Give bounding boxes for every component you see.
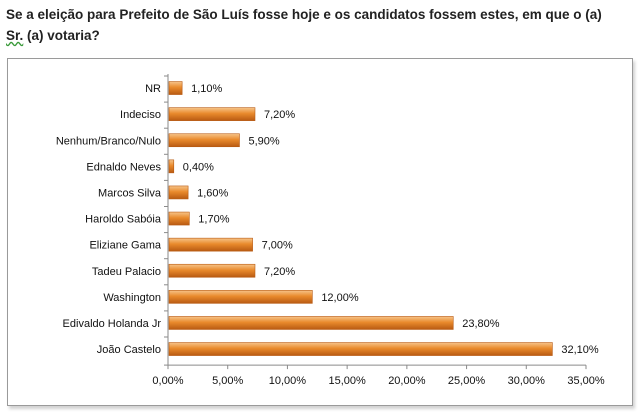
bar <box>168 133 240 148</box>
value-label: 12,00% <box>321 292 359 304</box>
bar <box>168 290 313 304</box>
value-label: 1,10% <box>191 83 222 95</box>
x-tick-label: 25,00% <box>448 375 486 387</box>
category-label: Indeciso <box>120 109 161 121</box>
category-label: João Castelo <box>97 344 161 356</box>
bar <box>168 237 253 252</box>
category-label: NR <box>145 83 161 95</box>
value-label: 5,90% <box>248 135 279 147</box>
value-label: 0,40% <box>183 161 214 173</box>
x-tick-label: 35,00% <box>567 375 605 387</box>
bar <box>168 316 454 330</box>
bar <box>168 81 183 95</box>
bar <box>168 159 175 174</box>
value-label: 1,60% <box>197 187 228 199</box>
category-label: Marcos Silva <box>98 187 162 199</box>
x-tick-label: 20,00% <box>388 375 426 387</box>
x-tick-label: 10,00% <box>269 375 307 387</box>
bar <box>168 185 189 200</box>
value-label: 7,00% <box>262 240 293 252</box>
bar <box>168 263 256 278</box>
category-label: Tadeu Palacio <box>92 266 161 278</box>
bar <box>168 211 190 226</box>
category-label: Ednaldo Neves <box>86 161 161 173</box>
value-label: 7,20% <box>264 109 295 121</box>
x-tick-label: 0,00% <box>152 375 183 387</box>
value-label: 7,20% <box>264 266 295 278</box>
value-label: 32,10% <box>561 344 599 356</box>
value-label: 23,80% <box>462 318 500 330</box>
question-sr-word: Sr. <box>6 28 24 43</box>
question-line-1: Se a eleição para Prefeito de São Luís f… <box>6 7 602 22</box>
x-tick-label: 15,00% <box>328 375 366 387</box>
x-tick-label: 5,00% <box>212 375 243 387</box>
question-text: Se a eleição para Prefeito de São Luís f… <box>6 4 634 46</box>
category-label: Nenhum/Branco/Nulo <box>56 135 161 147</box>
category-label: Haroldo Sabóia <box>85 214 162 226</box>
bar <box>168 342 553 356</box>
category-label: Edivaldo Holanda Jr <box>63 318 162 330</box>
question-line-2: (a) votaria? <box>23 28 100 43</box>
value-label: 1,70% <box>198 214 229 226</box>
x-tick-label: 30,00% <box>508 375 546 387</box>
category-label: Washington <box>103 292 161 304</box>
bar <box>168 107 256 121</box>
category-label: Eliziane Gama <box>89 240 161 252</box>
